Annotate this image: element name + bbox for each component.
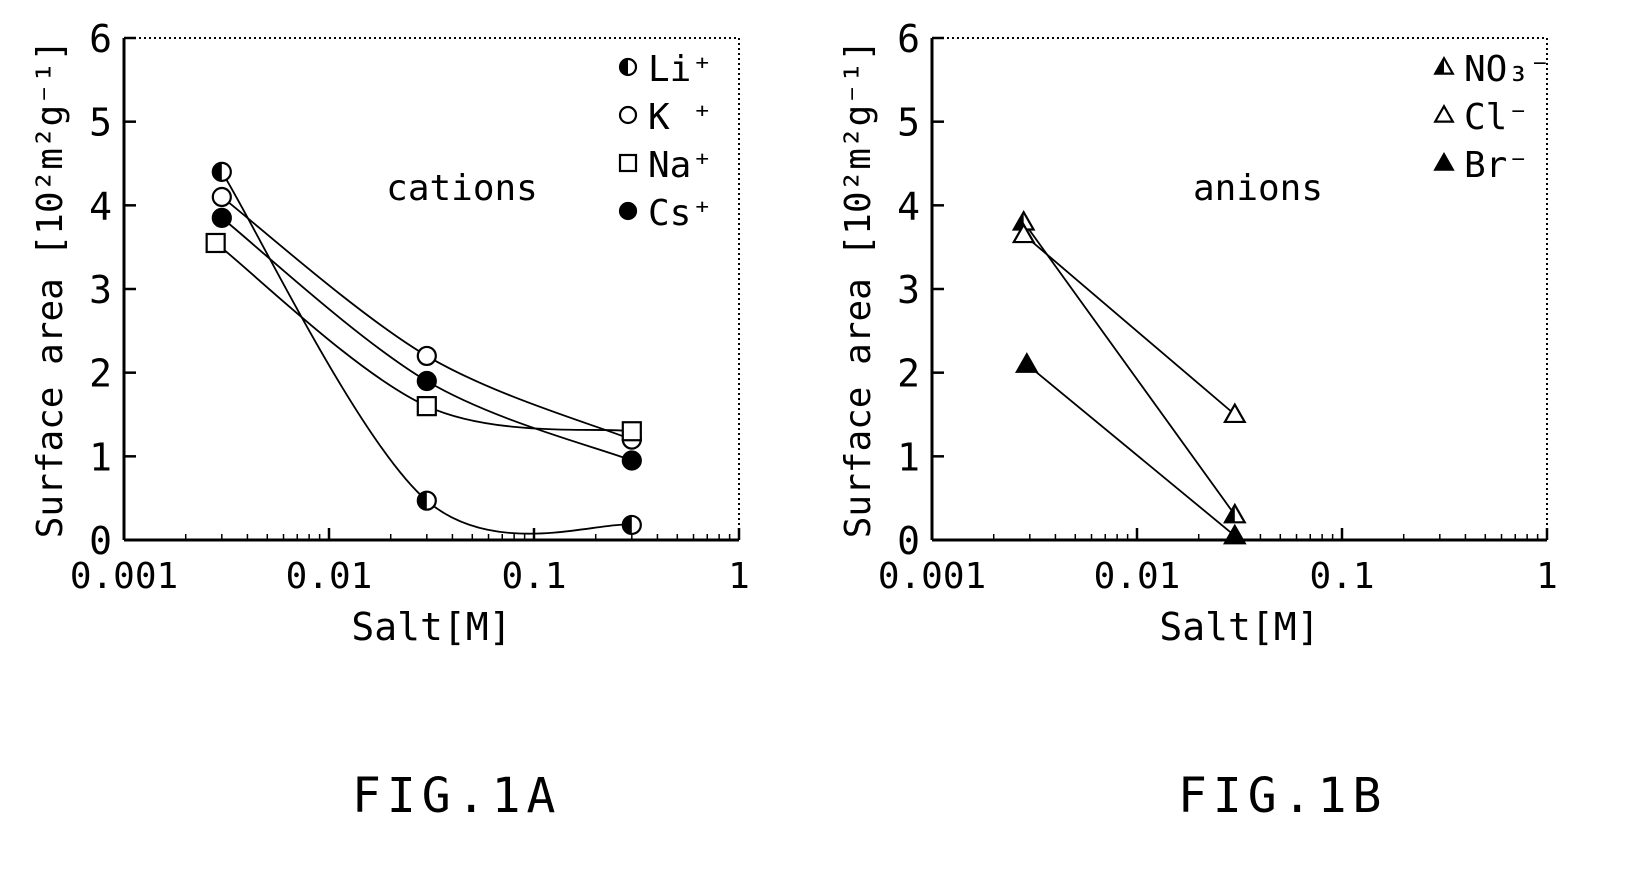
x-tick-label: 1 (728, 556, 750, 597)
data-point-2-1 (416, 396, 437, 417)
legend-label-0: NO₃⁻ (1464, 49, 1551, 90)
data-point-1-1 (1223, 402, 1247, 424)
series-line-1 (1023, 233, 1236, 416)
y-tick-label: 5 (89, 101, 112, 145)
chart-fig1b: 0 1 2 3 4 5 6 0.001 0.01 0.1 1 Salt[M] Surface area … (838, 17, 1558, 649)
caption-fig-1b: FIG.1B (1178, 768, 1388, 824)
y-tick-label: 1 (89, 435, 112, 479)
x-tick-label: 0.001 (878, 556, 986, 597)
legend-marker-1 (1433, 103, 1455, 123)
legend-label-1: K ⁺ (648, 97, 713, 138)
data-point-0-1 (416, 490, 437, 511)
data-point-2-2 (621, 421, 642, 442)
y-tick-label: 6 (897, 17, 920, 61)
y-tick-label: 3 (89, 268, 112, 312)
data-point-0-0 (211, 161, 232, 182)
y-tick-label: 2 (897, 352, 920, 396)
x-tick-label: 1 (1536, 556, 1558, 597)
legend-label-3: Cs⁺ (648, 193, 713, 234)
legend-label-2: Na⁺ (648, 145, 713, 186)
data-point-0-1 (1223, 502, 1247, 524)
legend-label-1: Cl⁻ (1464, 97, 1529, 138)
legend-marker-0 (618, 57, 638, 77)
y-tick-label: 6 (89, 17, 112, 61)
legend-label-2: Br⁻ (1464, 145, 1529, 186)
chart-annotation: cations (386, 168, 538, 209)
legend-marker-2 (1433, 151, 1455, 171)
data-point-3-2 (621, 450, 642, 471)
y-tick-label: 4 (897, 184, 920, 228)
y-tick-label: 2 (89, 352, 112, 396)
series-line-2 (1026, 363, 1236, 537)
x-tick-label: 0.01 (1094, 556, 1181, 597)
data-point-1-0 (211, 186, 232, 208)
y-axis-label: Surface area [10²m²g⁻¹] (838, 40, 879, 539)
legend-marker-1 (618, 105, 638, 125)
x-tick-label: 0.1 (501, 556, 566, 597)
x-tick-label: 0.001 (70, 556, 178, 597)
legend-marker-3 (618, 201, 638, 221)
x-tick-label: 0.1 (1309, 556, 1374, 597)
data-point-2-1 (1223, 523, 1247, 545)
y-axis-label: Surface area [10²m²g⁻¹] (30, 40, 71, 539)
legend-marker-0 (1433, 55, 1455, 75)
y-tick-label: 4 (89, 184, 112, 228)
chart-annotation: anions (1193, 168, 1323, 209)
data-point-3-1 (416, 370, 437, 392)
chart-fig1a: 0 1 2 3 4 5 6 0.001 0.01 0.1 1 Salt[M] Surface area … (30, 17, 750, 649)
series-line-3 (221, 217, 633, 462)
y-tick-label: 0 (89, 519, 112, 563)
data-point-1-0 (1011, 222, 1036, 244)
x-tick-label: 0.01 (286, 556, 373, 597)
data-point-3-0 (211, 207, 232, 228)
data-point-2-0 (1014, 352, 1039, 373)
y-tick-label: 0 (897, 519, 920, 563)
series-line-0 (1022, 221, 1236, 516)
series-line-0 (221, 171, 632, 535)
y-tick-label: 5 (897, 101, 920, 145)
x-axis-label: Salt[M] (351, 605, 511, 649)
data-point-1-1 (416, 345, 437, 367)
data-point-0-2 (621, 514, 642, 536)
y-tick-label: 1 (897, 435, 920, 479)
legend-label-0: Li⁺ (648, 49, 713, 90)
x-axis-label: Salt[M] (1159, 605, 1319, 649)
y-tick-label: 3 (897, 268, 920, 312)
data-point-2-0 (205, 232, 226, 254)
caption-fig-1a: FIG.1A (352, 768, 562, 824)
legend-marker-2 (618, 153, 638, 173)
